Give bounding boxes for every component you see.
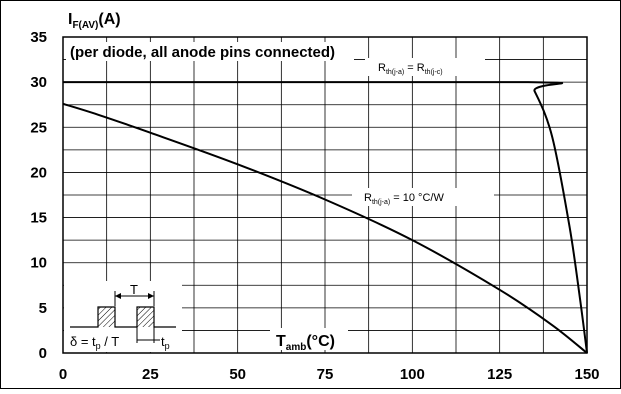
x-tick-label: 25 [142, 366, 159, 383]
period-arrowhead-right [148, 293, 154, 299]
series-line-rth-10cw [62, 102, 588, 354]
y-tick-label: 35 [30, 29, 47, 46]
x-tick-label: 125 [487, 366, 512, 383]
pulse-1-fill [98, 307, 115, 327]
tick-labels: 0 25 50 75 100 125 150 0 5 10 15 20 25 30 35 [30, 29, 599, 383]
y-tick-label: 15 [30, 210, 47, 227]
x-tick-label: 100 [400, 366, 425, 383]
y-tick-label: 0 [39, 345, 47, 362]
duty-cycle-inset: T δ = tp / T tp [64, 281, 182, 352]
duty-cycle-formula: δ = tp / T [70, 334, 119, 351]
x-tick-label: 150 [574, 366, 599, 383]
pulse-2-fill [137, 307, 154, 327]
y-tick-label: 5 [39, 300, 47, 317]
y-tick-label: 20 [30, 164, 47, 181]
pulse-width-label: tp [161, 334, 170, 351]
x-tick-label: 0 [59, 366, 67, 383]
series-label-bg-2 [352, 188, 494, 206]
y-tick-label: 25 [30, 119, 47, 136]
x-axis-label: Tamb(°C) [276, 333, 335, 353]
period-label: T [130, 282, 138, 297]
period-arrowhead-left [115, 293, 121, 299]
inset-background [64, 281, 182, 352]
chart-annotation: (per diode, all anode pins connected) [70, 44, 335, 61]
series-label-rth-10: Rth(j-a) = 10 °C/W [364, 192, 444, 206]
y-tick-label: 10 [30, 255, 47, 272]
x-tick-label: 75 [317, 366, 334, 383]
series-label-bg-1 [365, 58, 485, 76]
y-tick-label: 30 [30, 74, 47, 91]
x-tick-label: 50 [229, 366, 246, 383]
series-label-rth-jc: Rth(j-a) = Rth(j-c) [378, 62, 443, 76]
series-group [62, 81, 588, 354]
series-line-rth-jc [63, 81, 588, 354]
y-axis-label: IF(AV)(A) [68, 11, 121, 31]
annotation-background [66, 42, 354, 61]
x-axis-label-bg [270, 328, 348, 350]
